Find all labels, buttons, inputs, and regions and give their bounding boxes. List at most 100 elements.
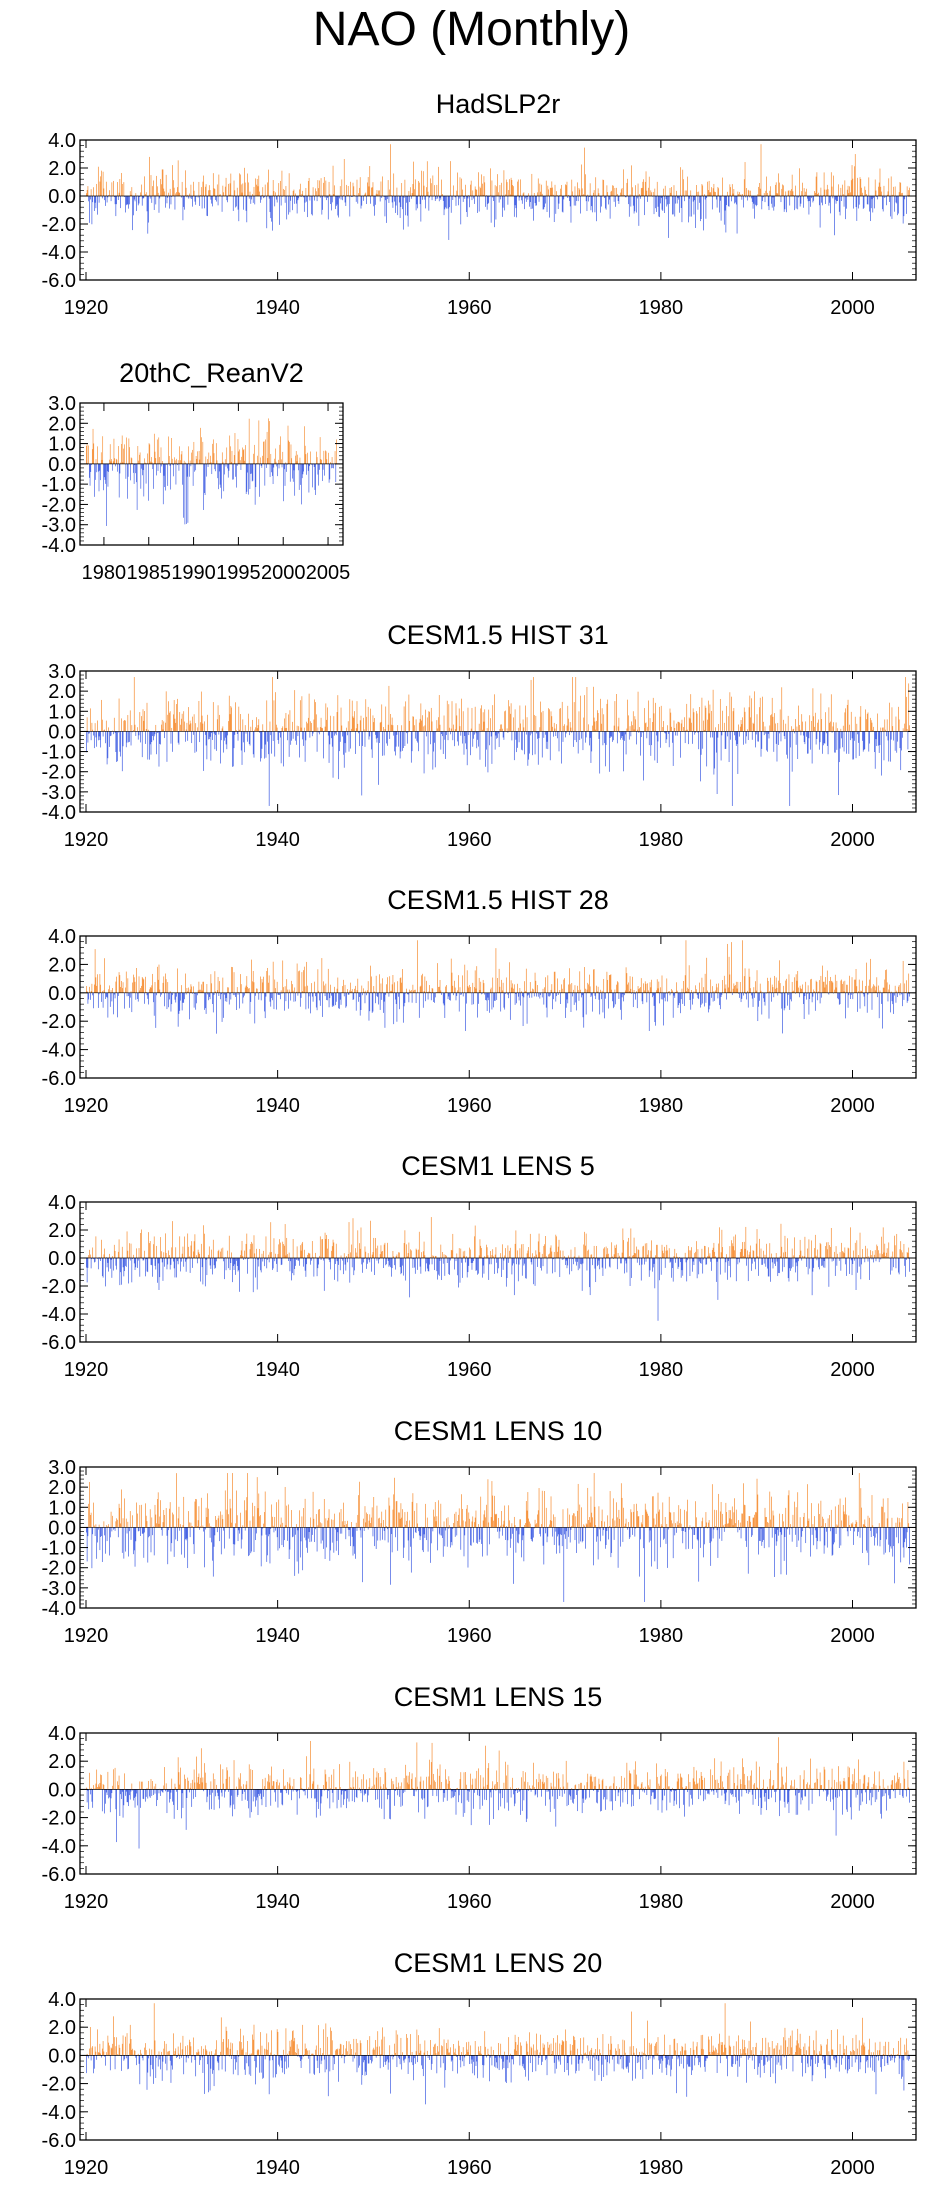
bar — [794, 196, 795, 211]
bar — [857, 992, 858, 1012]
bar — [276, 992, 277, 1010]
bar — [99, 1527, 101, 1551]
bar — [736, 988, 738, 993]
bar — [490, 196, 492, 223]
bar — [166, 992, 168, 1010]
bar — [534, 196, 536, 204]
bar — [612, 992, 614, 1009]
bar — [192, 1258, 193, 1268]
bar — [637, 986, 639, 993]
bar — [708, 992, 710, 1010]
bar — [399, 196, 401, 218]
bar — [816, 731, 818, 739]
bar — [545, 196, 546, 204]
bar — [796, 980, 798, 993]
bar — [462, 196, 464, 202]
bar — [145, 729, 147, 732]
bar — [683, 179, 684, 196]
y-tick-label: -2.0 — [42, 1011, 76, 1033]
bar — [791, 189, 792, 196]
bar — [589, 196, 590, 197]
bar — [402, 969, 403, 993]
bar — [482, 1258, 483, 1278]
bar — [238, 196, 240, 222]
bar — [694, 1253, 696, 1258]
bar — [219, 463, 221, 485]
bar — [725, 731, 727, 749]
bar — [704, 1245, 705, 1258]
bar — [811, 992, 813, 1003]
bar — [175, 463, 177, 485]
bar — [887, 191, 889, 196]
bar — [521, 1258, 523, 1276]
bar — [559, 195, 561, 196]
bar — [545, 731, 546, 735]
bar — [609, 196, 611, 219]
bar — [799, 1239, 801, 1258]
bar — [883, 185, 885, 196]
bar — [201, 715, 203, 732]
bar — [900, 731, 902, 771]
bar — [150, 987, 152, 993]
bar — [807, 985, 809, 993]
bar — [231, 966, 232, 993]
bar — [117, 731, 118, 762]
bar — [215, 991, 216, 993]
bar — [314, 463, 316, 490]
bar — [530, 196, 532, 210]
bar — [822, 731, 824, 746]
bar — [421, 1252, 422, 1258]
bar — [403, 196, 405, 198]
bar — [396, 992, 398, 1022]
plot-frame — [79, 935, 917, 1079]
bar — [307, 1254, 308, 1258]
bar — [592, 725, 593, 732]
bar — [295, 1258, 297, 1260]
bar — [406, 731, 408, 744]
bar — [664, 1246, 665, 1258]
bar — [747, 729, 748, 732]
bar — [681, 988, 683, 993]
bar — [158, 731, 160, 767]
bar — [203, 981, 205, 993]
bar — [252, 719, 253, 732]
bar — [571, 179, 573, 196]
bar — [136, 1248, 137, 1258]
bar — [244, 1250, 245, 1258]
bar — [95, 1524, 97, 1528]
bar — [599, 731, 601, 774]
bar — [227, 463, 229, 478]
bar — [478, 1255, 480, 1258]
bar — [500, 992, 502, 1012]
bar — [267, 967, 268, 993]
bar — [878, 1250, 879, 1258]
bar — [147, 992, 149, 999]
bar — [371, 976, 372, 993]
bar — [415, 719, 417, 732]
bar — [301, 972, 303, 993]
bar — [377, 1245, 379, 1258]
bar — [721, 731, 723, 736]
bar — [313, 719, 315, 732]
bar — [106, 1527, 108, 1542]
bar — [277, 731, 279, 741]
bar — [163, 1252, 165, 1258]
bar — [278, 463, 280, 469]
bar — [469, 984, 470, 993]
bar — [591, 1254, 593, 1258]
bar — [741, 1248, 743, 1258]
bar — [368, 1258, 370, 1261]
bar — [132, 731, 133, 733]
bar — [263, 441, 265, 464]
x-tick-label: 1995 — [216, 562, 261, 584]
bar — [544, 1244, 545, 1258]
bar — [371, 187, 373, 196]
bar — [730, 1258, 731, 1278]
bar — [458, 196, 459, 206]
bar — [612, 1258, 614, 1259]
bar — [202, 723, 204, 732]
bar — [735, 985, 736, 993]
bar — [809, 196, 811, 202]
bar — [220, 194, 221, 196]
bar — [99, 463, 101, 471]
